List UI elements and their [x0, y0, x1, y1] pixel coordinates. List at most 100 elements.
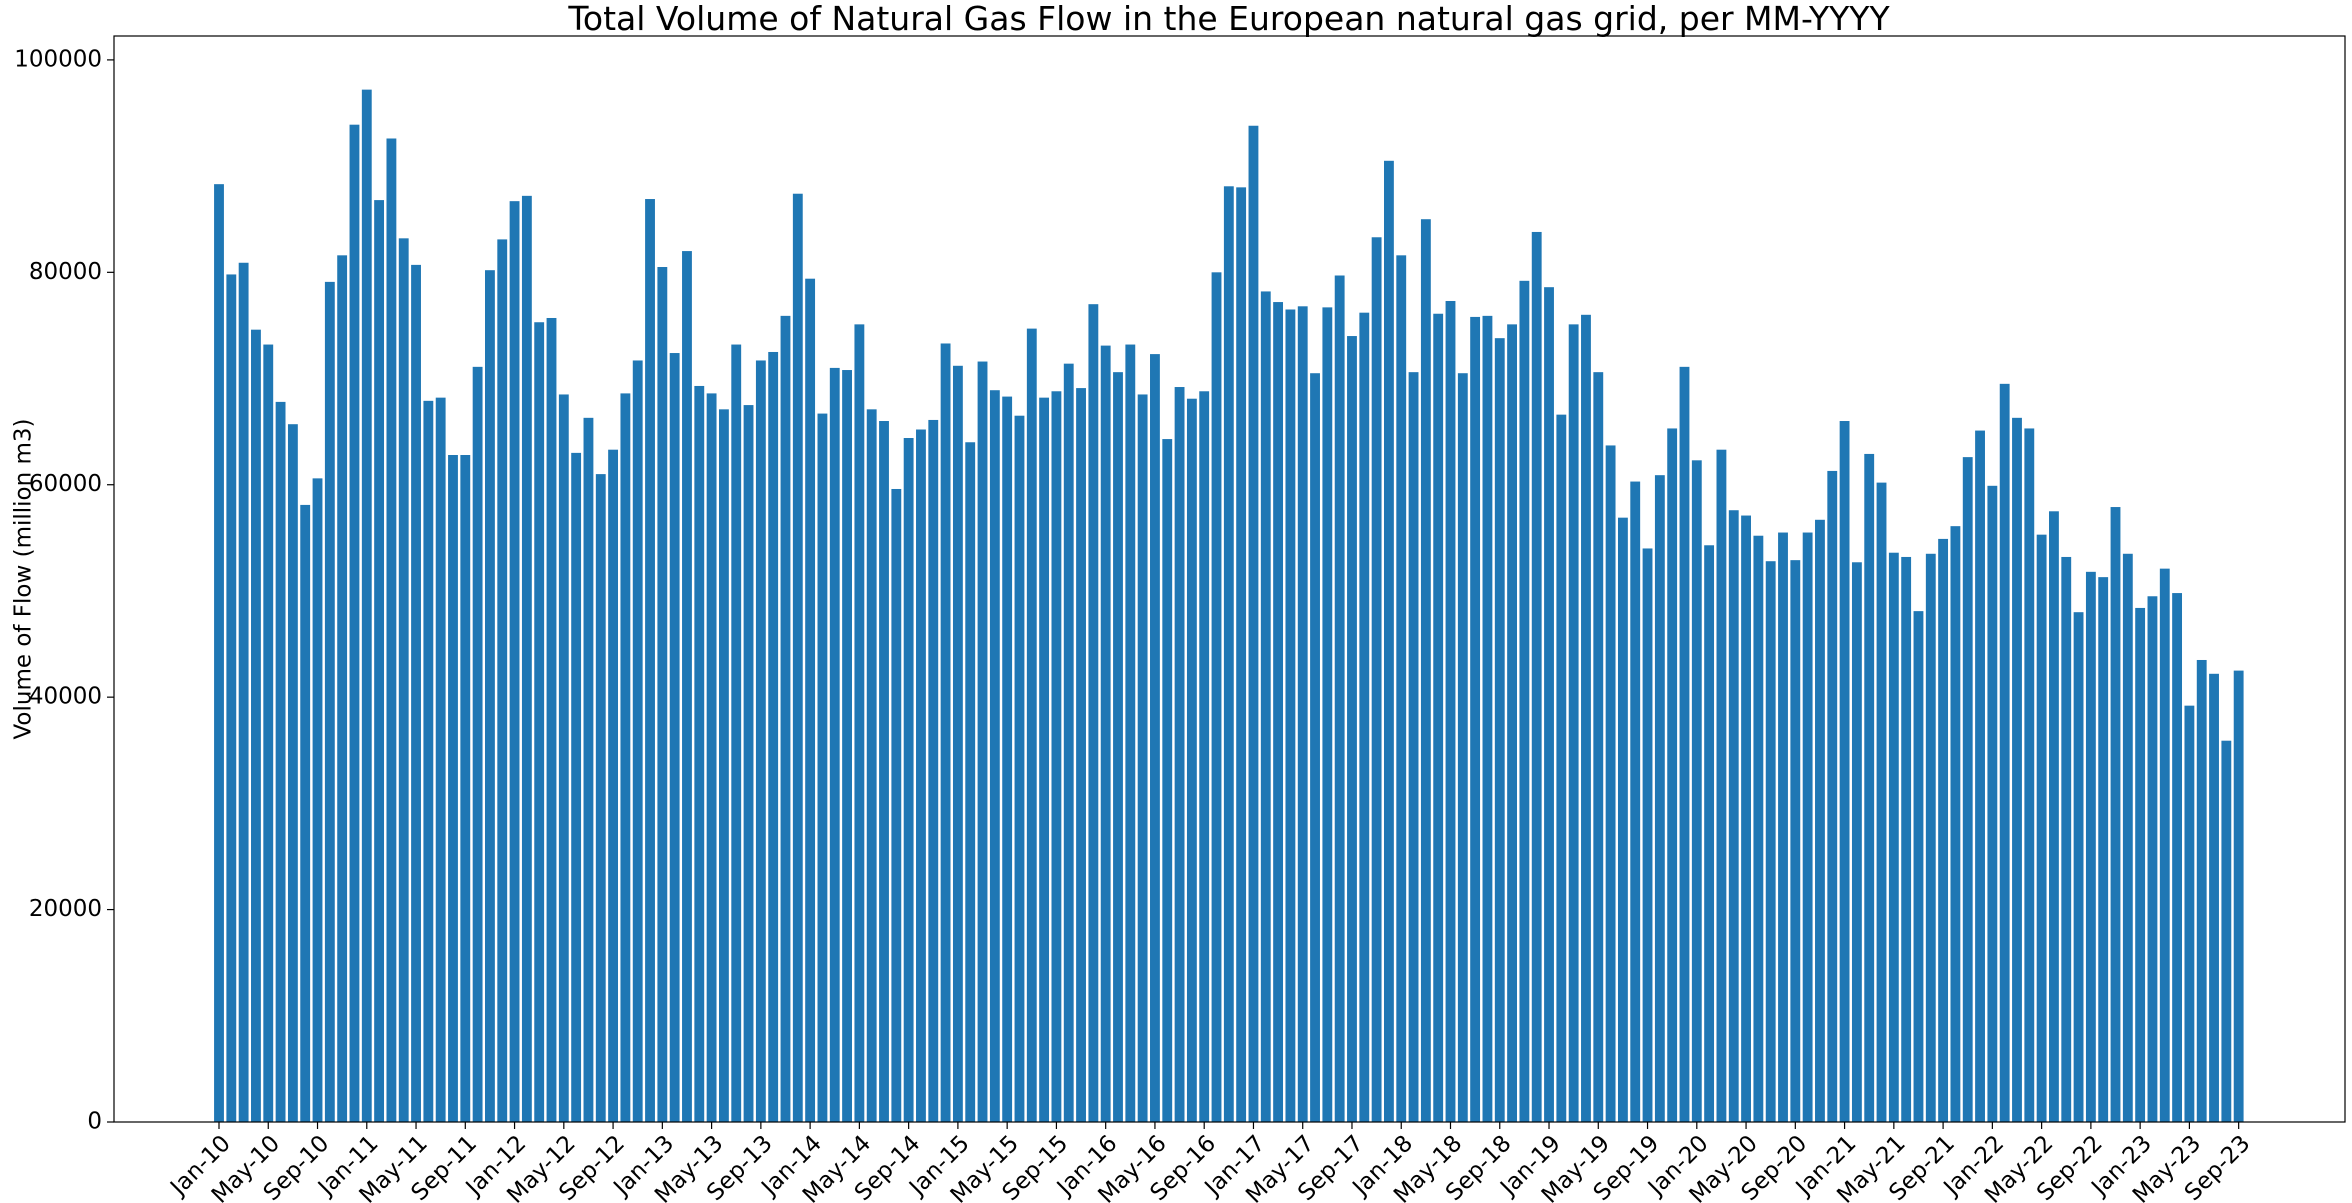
bar	[411, 264, 421, 1122]
bar	[435, 397, 446, 1122]
bar	[423, 400, 434, 1122]
bar	[1162, 439, 1173, 1122]
bar	[694, 385, 705, 1122]
bar	[842, 370, 852, 1122]
bar	[1827, 470, 1838, 1123]
bar	[1630, 481, 1641, 1122]
bar	[1088, 304, 1099, 1123]
bar	[1076, 388, 1086, 1122]
bar	[1802, 532, 1813, 1122]
bar	[2184, 705, 2195, 1122]
bar	[940, 343, 951, 1122]
bar	[1051, 391, 1062, 1123]
bar	[1704, 545, 1715, 1122]
y-tick-label: 60000	[29, 471, 102, 497]
bar	[2085, 571, 2096, 1122]
bar	[1236, 187, 1247, 1123]
bar	[669, 353, 680, 1122]
bar	[965, 442, 976, 1122]
bar	[1654, 475, 1665, 1123]
bar	[1100, 345, 1111, 1123]
bar	[1186, 398, 1197, 1122]
bar	[1002, 396, 1013, 1122]
bar	[324, 281, 335, 1122]
bar	[1125, 344, 1136, 1122]
bar	[1975, 430, 1985, 1122]
bar	[1864, 453, 1875, 1123]
bar	[497, 239, 508, 1122]
bar	[2012, 417, 2022, 1122]
bar	[1531, 231, 1542, 1122]
bar	[2036, 534, 2047, 1122]
bar	[1716, 449, 1727, 1123]
bar	[1347, 336, 1357, 1122]
bar	[829, 367, 840, 1122]
bar	[755, 360, 766, 1122]
bar	[2110, 507, 2121, 1122]
bar	[472, 366, 483, 1123]
bar	[1667, 428, 1678, 1123]
bar	[1765, 561, 1776, 1122]
plot-frame	[113, 35, 2346, 1123]
bar	[2135, 607, 2146, 1122]
bar	[952, 365, 963, 1122]
bar	[792, 193, 803, 1123]
bar	[546, 317, 557, 1122]
bar	[583, 417, 594, 1122]
bar	[1433, 313, 1444, 1122]
bar	[2122, 553, 2133, 1122]
bar	[1938, 538, 1949, 1122]
bar	[2098, 577, 2109, 1122]
bar	[1445, 300, 1456, 1122]
bar	[1063, 363, 1074, 1122]
bar	[460, 454, 471, 1122]
bar	[1039, 397, 1050, 1122]
bar	[1174, 387, 1185, 1123]
bar	[571, 452, 582, 1122]
bar	[645, 199, 655, 1122]
bar	[1223, 186, 1234, 1122]
bar	[337, 255, 348, 1122]
bar	[1581, 314, 1591, 1122]
bar	[1839, 421, 1850, 1123]
bar	[1297, 306, 1308, 1122]
bar	[2159, 568, 2170, 1122]
bar	[398, 238, 409, 1122]
bar	[718, 409, 729, 1122]
bar	[1815, 519, 1825, 1122]
bar	[2172, 593, 2183, 1122]
bar	[1322, 307, 1333, 1122]
bar	[1544, 287, 1554, 1123]
bar	[374, 200, 385, 1123]
bar	[1605, 445, 1616, 1123]
bar	[238, 262, 249, 1122]
bar	[1987, 485, 1998, 1122]
bar	[743, 405, 754, 1122]
bar	[1728, 510, 1739, 1122]
bar	[1741, 515, 1751, 1122]
y-axis-label: Volume of Flow (million m3)	[11, 418, 37, 739]
bar	[1507, 324, 1518, 1123]
bar	[2209, 673, 2219, 1122]
bar	[1113, 372, 1123, 1122]
bar	[1248, 125, 1259, 1122]
bar	[251, 329, 261, 1122]
bar	[1888, 552, 1899, 1122]
bar	[1901, 556, 1912, 1122]
bar	[226, 274, 237, 1123]
bar	[300, 504, 311, 1122]
bar	[805, 278, 816, 1123]
bar	[1925, 553, 1936, 1122]
bar	[534, 322, 545, 1122]
y-tick-label: 0	[87, 1109, 102, 1135]
y-tick-label: 20000	[29, 896, 102, 922]
bar	[1790, 560, 1801, 1122]
bar	[1408, 372, 1419, 1122]
bar	[1199, 391, 1210, 1123]
bar	[1617, 517, 1628, 1122]
bar	[1642, 548, 1653, 1122]
bar	[608, 449, 619, 1123]
bar	[1482, 315, 1493, 1123]
